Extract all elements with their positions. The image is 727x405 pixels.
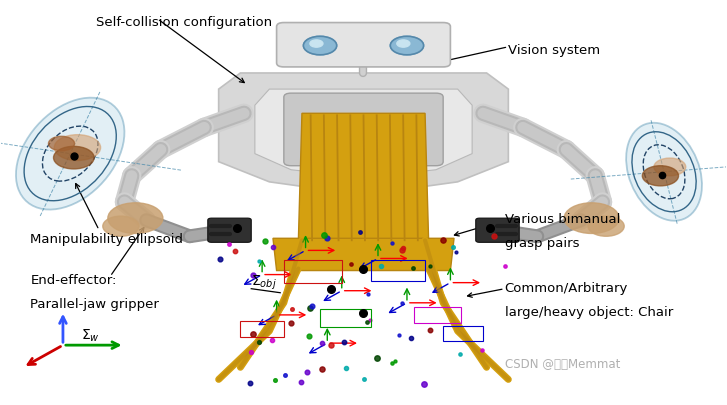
- Bar: [443, 326, 483, 341]
- Circle shape: [108, 203, 163, 234]
- Circle shape: [303, 37, 337, 55]
- Circle shape: [54, 147, 94, 170]
- Ellipse shape: [626, 124, 702, 221]
- Text: End-effector:: End-effector:: [31, 273, 117, 286]
- Polygon shape: [273, 239, 454, 271]
- FancyBboxPatch shape: [208, 219, 252, 243]
- Text: Self-collision configuration: Self-collision configuration: [95, 15, 272, 28]
- Polygon shape: [298, 114, 429, 243]
- Text: $\Sigma_{obj}$: $\Sigma_{obj}$: [252, 273, 277, 291]
- Circle shape: [654, 159, 686, 176]
- Circle shape: [390, 37, 424, 55]
- Text: Vision system: Vision system: [508, 44, 601, 57]
- Circle shape: [397, 41, 410, 48]
- Polygon shape: [219, 74, 508, 194]
- Text: CSDN @猜码Memmat: CSDN @猜码Memmat: [505, 357, 620, 370]
- Bar: [284, 261, 342, 283]
- Circle shape: [643, 166, 678, 186]
- Bar: [414, 307, 461, 323]
- Text: large/heavy object: Chair: large/heavy object: Chair: [505, 305, 673, 318]
- Circle shape: [564, 203, 619, 234]
- Bar: [241, 321, 284, 337]
- Circle shape: [55, 135, 100, 161]
- Text: Parallel-jaw gripper: Parallel-jaw gripper: [31, 297, 159, 310]
- Text: Manipulability ellipsoid: Manipulability ellipsoid: [31, 232, 183, 246]
- Circle shape: [49, 137, 75, 151]
- Text: Common/Arbitrary: Common/Arbitrary: [505, 281, 628, 294]
- Circle shape: [310, 41, 323, 48]
- Bar: [320, 309, 371, 327]
- FancyBboxPatch shape: [475, 219, 519, 243]
- FancyBboxPatch shape: [284, 94, 443, 166]
- FancyBboxPatch shape: [276, 23, 451, 68]
- Bar: [371, 261, 425, 281]
- Circle shape: [103, 217, 139, 237]
- Text: grasp pairs: grasp pairs: [505, 237, 579, 249]
- Text: $\Sigma_w$: $\Sigma_w$: [81, 327, 100, 344]
- Ellipse shape: [16, 98, 124, 210]
- Circle shape: [588, 217, 624, 237]
- Text: Various bimanual: Various bimanual: [505, 213, 620, 226]
- Polygon shape: [255, 90, 472, 178]
